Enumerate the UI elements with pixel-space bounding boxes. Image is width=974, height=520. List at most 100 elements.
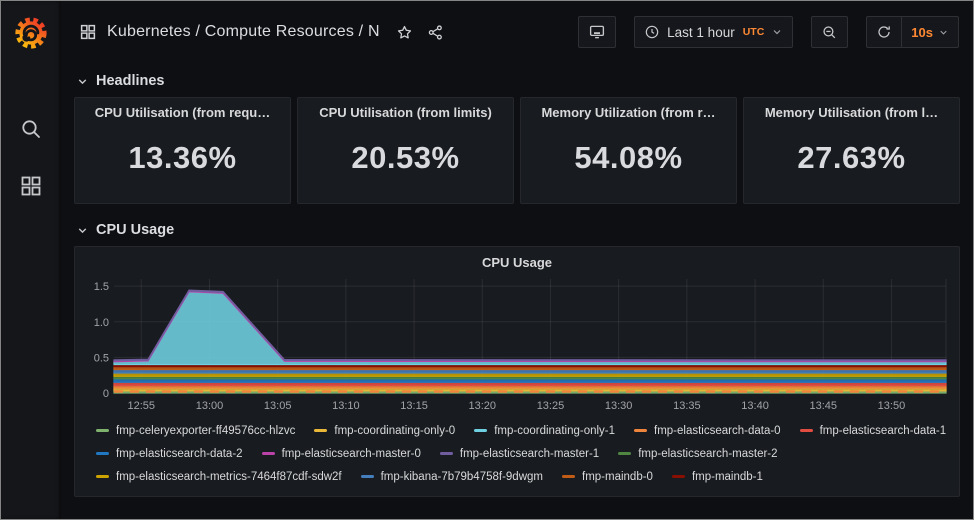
dashboard-grid-icon[interactable] (79, 23, 97, 41)
svg-text:13:40: 13:40 (741, 400, 769, 412)
legend-series-color (314, 429, 328, 432)
grafana-logo[interactable] (14, 15, 48, 51)
legend-series-color (634, 429, 648, 432)
stat-panel-title[interactable]: CPU Utilisation (from requ… (94, 105, 271, 120)
legend-series-color (618, 452, 632, 455)
headlines-row: CPU Utilisation (from requ… 13.36% CPU U… (74, 97, 960, 204)
cycle-view-button[interactable] (578, 16, 617, 48)
stat-panel-title[interactable]: CPU Utilisation (from limits) (319, 105, 492, 120)
legend-item[interactable]: fmp-elasticsearch-data-1 (799, 424, 947, 437)
dashboards-icon[interactable] (15, 170, 47, 205)
legend-series-color (96, 429, 109, 432)
chevron-down-icon (78, 227, 87, 233)
legend-series-label: fmp-coordinating-only-1 (494, 424, 616, 437)
dashboard-title[interactable]: Kubernetes / Compute Resources / N (107, 23, 380, 40)
svg-text:13:25: 13:25 (537, 400, 565, 412)
stat-value: 54.08% (574, 139, 683, 175)
stat-panel-mem-limits: Memory Utilisation (from l… 27.63% (743, 97, 960, 204)
share-icon[interactable] (427, 24, 444, 41)
svg-text:13:00: 13:00 (196, 400, 224, 412)
dashboard-header: Kubernetes / Compute Resources / N (61, 1, 973, 63)
legend-series-color (799, 429, 813, 432)
timezone-label: UTC (742, 26, 765, 38)
legend-series-color (562, 475, 575, 478)
legend-series-label: fmp-elasticsearch-metrics-7464f87cdf-sdw… (116, 470, 342, 483)
svg-text:13:20: 13:20 (468, 400, 496, 412)
legend-row: fmp-elasticsearch-data-2 fmp-elasticsearc… (96, 442, 950, 465)
legend-item[interactable]: fmp-elasticsearch-master-2 (618, 448, 778, 460)
legend-item[interactable]: fmp-elasticsearch-metrics-7464f87cdf-sdw… (96, 471, 342, 483)
legend-series-label: fmp-kibana-7b79b4758f-9dwgm (380, 470, 543, 483)
svg-text:0: 0 (103, 388, 109, 400)
refresh-icon (878, 26, 891, 38)
chart-legend: fmp-celeryexporter-ff49576cc-hlzvc fmp-co… (84, 419, 950, 488)
stat-panel-cpu-requests: CPU Utilisation (from requ… 13.36% (74, 97, 291, 204)
svg-text:1.5: 1.5 (94, 281, 109, 293)
zoom-out-icon (823, 25, 836, 38)
legend-item[interactable]: fmp-elasticsearch-master-1 (439, 447, 600, 460)
cpu-usage-panel: CPU Usage 0 0.5 1.0 1.5 12:55 13:00 13:05 13:10… (74, 246, 960, 497)
stat-value: 27.63% (797, 139, 906, 175)
legend-series-label: fmp-elasticsearch-master-1 (459, 447, 600, 460)
svg-text:12:55: 12:55 (128, 400, 156, 412)
chevron-down-icon (940, 30, 947, 35)
legend-series-label: fmp-celeryexporter-ff49576cc-hlzvc (116, 424, 296, 437)
legend-series-color (474, 429, 488, 432)
svg-text:13:30: 13:30 (605, 400, 633, 412)
legend-series-color (96, 475, 109, 478)
main-area: Kubernetes / Compute Resources / N (61, 1, 973, 519)
legend-item[interactable]: fmp-celeryexporter-ff49576cc-hlzvc (96, 425, 295, 437)
refresh-interval-dropdown[interactable]: 10s (901, 17, 958, 47)
legend-series-label: fmp-elasticsearch-data-0 (654, 424, 781, 437)
legend-series-label: fmp-coordinating-only-0 (334, 424, 456, 437)
legend-item[interactable]: fmp-elasticsearch-data-0 (634, 425, 781, 437)
stat-value: 20.53% (351, 139, 460, 175)
legend-row: fmp-elasticsearch-metrics-7464f87cdf-sdw… (96, 465, 950, 488)
chart-panel-title[interactable]: CPU Usage (481, 255, 553, 270)
legend-item[interactable]: fmp-maindb-0 (562, 471, 653, 483)
svg-text:0.5: 0.5 (94, 352, 109, 364)
clock-icon (645, 25, 659, 39)
stat-panel-title[interactable]: Memory Utilisation (from l… (764, 105, 939, 120)
section-title: CPU Usage (96, 222, 175, 238)
stat-value: 13.36% (128, 139, 237, 175)
legend-series-label: fmp-elasticsearch-master-0 (281, 447, 421, 460)
legend-series-label: fmp-elasticsearch-data-2 (116, 447, 243, 460)
legend-series-color (261, 452, 275, 455)
time-range-picker[interactable]: Last 1 hour UTC (634, 16, 794, 48)
section-cpu-usage[interactable]: CPU Usage (76, 216, 960, 244)
chevron-down-icon (78, 78, 87, 84)
stat-panel-cpu-limits: CPU Utilisation (from limits) 20.53% (297, 97, 514, 204)
legend-item[interactable]: fmp-coordinating-only-1 (474, 425, 615, 437)
legend-item[interactable]: fmp-coordinating-only-0 (314, 425, 455, 437)
stat-panel-title[interactable]: Memory Utilization (from r… (541, 105, 716, 120)
legend-series-label: fmp-elasticsearch-data-1 (819, 424, 947, 437)
svg-text:13:15: 13:15 (400, 400, 428, 412)
refresh-interval-label: 10s (911, 24, 933, 40)
section-headlines[interactable]: Headlines (76, 67, 960, 95)
legend-item[interactable]: fmp-maindb-1 (671, 470, 763, 483)
legend-series-label: fmp-maindb-0 (582, 470, 653, 483)
sidebar (1, 1, 61, 519)
legend-series-label: fmp-maindb-1 (691, 470, 763, 483)
monitor-icon (590, 25, 605, 39)
legend-item[interactable]: fmp-elasticsearch-master-0 (261, 447, 421, 460)
search-icon[interactable] (15, 113, 47, 148)
legend-item[interactable]: fmp-kibana-7b79b4758f-9dwgm (360, 470, 543, 483)
legend-series-color (671, 475, 685, 478)
legend-series-color (360, 475, 374, 478)
legend-row: fmp-celeryexporter-ff49576cc-hlzvc fmp-co… (96, 419, 950, 442)
svg-text:13:50: 13:50 (878, 400, 906, 412)
legend-series-color (96, 452, 109, 455)
svg-text:13:35: 13:35 (673, 400, 701, 412)
svg-text:13:05: 13:05 (264, 400, 292, 412)
refresh-group: 10s (866, 16, 959, 48)
cpu-usage-chart[interactable]: 0 0.5 1.0 1.5 12:55 13:00 13:05 13:10 13:15 13:20… (84, 273, 952, 415)
refresh-button[interactable] (867, 17, 901, 47)
zoom-out-button[interactable] (811, 16, 849, 48)
legend-item[interactable]: fmp-elasticsearch-data-2 (96, 448, 243, 460)
stat-panel-mem-requests: Memory Utilization (from r… 54.08% (520, 97, 737, 204)
star-icon[interactable] (396, 24, 413, 41)
svg-text:13:10: 13:10 (332, 400, 360, 412)
